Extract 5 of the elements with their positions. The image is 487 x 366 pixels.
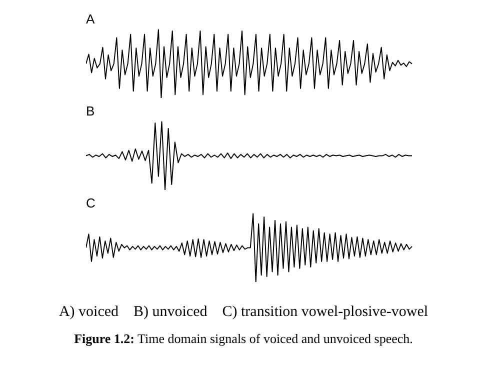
chart-title: B (86, 103, 95, 118)
caption: Figure 1.2: Time domain signals of voiced and unvoiced speech. (74, 331, 413, 346)
chart-title: A (86, 11, 95, 26)
chart-title: C (86, 195, 96, 210)
text: A) voiced B) unvoiced C) transition vowel-plosive-vowel (58, 304, 430, 321)
